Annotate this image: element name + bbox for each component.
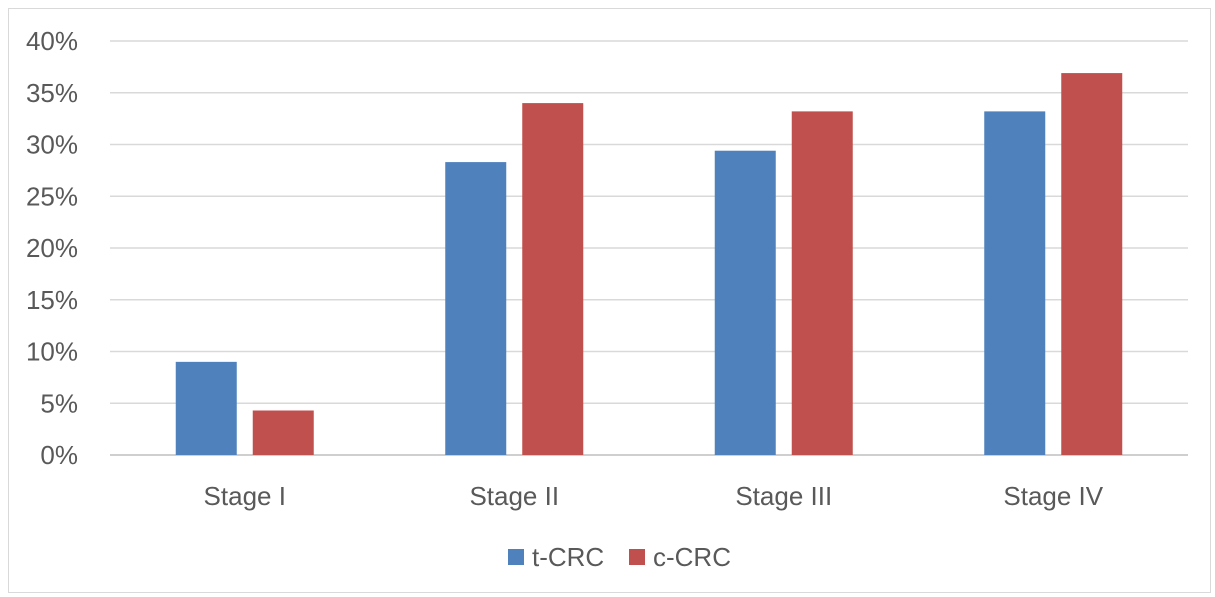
bar-c-CRC-Stage-III [791,111,853,455]
bar-t-CRC-Stage-IV [984,111,1046,455]
x-category-label: Stage I [204,481,286,511]
legend-label-c-CRC: c-CRC [653,542,731,572]
y-tick-label: 20% [26,233,78,263]
y-tick-label: 35% [26,78,78,108]
y-axis-ticks: 0% 5% 10% 15% 20% 25% 30% 35% 40% [26,26,78,470]
legend: t-CRC c-CRC [508,542,731,572]
y-tick-label: 40% [26,26,78,56]
x-category-label: Stage IV [1003,481,1103,511]
bar-t-CRC-Stage-II [445,162,507,455]
y-tick-label: 0% [40,440,78,470]
bar-c-CRC-Stage-IV [1061,73,1123,456]
bar-t-CRC-Stage-I [175,361,237,455]
bar-c-CRC-Stage-I [252,410,314,455]
y-tick-label: 10% [26,337,78,367]
legend-swatch-c-CRC [629,549,645,565]
legend-swatch-t-CRC [508,549,524,565]
x-category-label: Stage II [469,481,559,511]
bar-c-CRC-Stage-II [522,103,584,455]
legend-label-t-CRC: t-CRC [532,542,604,572]
y-tick-label: 30% [26,130,78,160]
bar-t-CRC-Stage-III [714,150,776,455]
y-tick-label: 15% [26,285,78,315]
y-tick-label: 25% [26,181,78,211]
y-tick-label: 5% [40,388,78,418]
bars [175,73,1123,456]
x-category-label: Stage III [735,481,832,511]
x-axis-categories: Stage I Stage II Stage III Stage IV [204,481,1104,511]
